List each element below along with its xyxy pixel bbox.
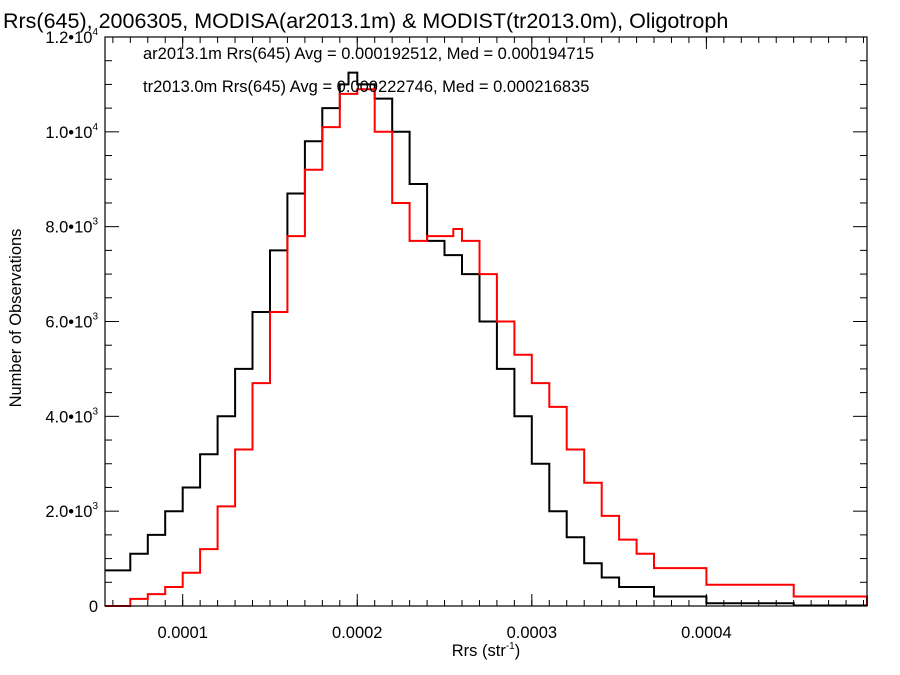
y-tick-mantissa: 8.0•10 [45,219,92,237]
annotation-red: tr2013.0m Rrs(645) Avg = 0.000222746, Me… [143,78,589,96]
y-tick-labels: 02.0•1034.0•1036.0•1038.0•1031.0•1041.2•… [45,27,98,616]
y-tick-exponent: 3 [92,217,98,228]
y-tick-label: 8.0•103 [45,217,98,237]
chart-title: Rrs(645), 2006305, MODISA(ar2013.1m) & M… [3,9,728,33]
x-axis-label: Rrs (str-1) [452,641,520,660]
y-tick-label: 2.0•103 [45,501,98,521]
y-tick-label: 4.0•103 [45,406,98,426]
y-tick-mantissa: 6.0•10 [45,314,92,332]
tick-marks [105,36,867,607]
x-tick-label: 0.0003 [507,624,557,642]
y-tick-mantissa: 1.0•10 [45,124,92,142]
y-tick-label: 1.0•104 [45,122,98,142]
x-axis-label-main: Rrs (str [452,642,507,660]
y-tick-mantissa: 0 [89,598,98,616]
x-axis-label-superscript: -1 [506,641,515,652]
y-tick-label: 0 [89,598,98,616]
y-axis-label: Number of Observations [7,229,25,408]
data-series [105,71,868,607]
y-tick-mantissa: 4.0•10 [45,408,92,426]
series-line-tr2013 [105,88,868,607]
y-tick-label: 1.2•104 [45,27,98,47]
x-tick-labels: 0.0001 0.0002 0.0003 0.0004 [157,624,731,642]
y-tick-exponent: 3 [92,406,98,417]
y-tick-mantissa: 1.2•10 [45,29,92,47]
y-tick-mantissa: 2.0•10 [45,503,92,521]
annotation-black: ar2013.1m Rrs(645) Avg = 0.000192512, Me… [143,45,594,63]
y-tick-exponent: 3 [92,501,98,512]
x-tick-label: 0.0001 [157,624,207,642]
series-line-ar2013 [105,71,868,607]
y-tick-exponent: 4 [92,122,98,133]
x-tick-label: 0.0002 [332,624,382,642]
y-tick-exponent: 3 [92,312,98,323]
x-axis-label-close: ) [515,642,521,660]
plot-frame [104,36,868,607]
x-tick-label: 0.0004 [681,624,731,642]
y-tick-exponent: 4 [92,27,98,38]
y-tick-label: 6.0•103 [45,312,98,332]
